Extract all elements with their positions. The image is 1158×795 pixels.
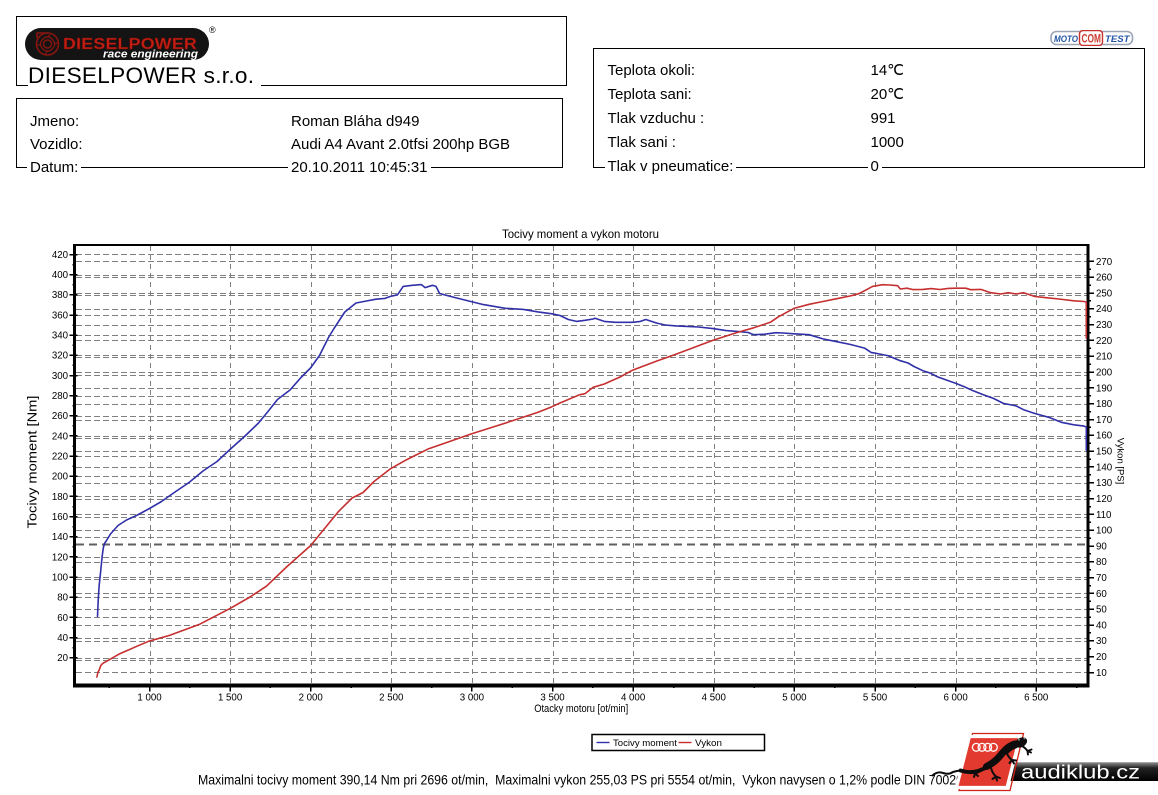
svg-text:60: 60 xyxy=(1096,589,1107,600)
svg-text:140: 140 xyxy=(1096,462,1113,473)
svg-text:160: 160 xyxy=(1096,431,1113,442)
svg-text:100: 100 xyxy=(52,573,69,584)
svg-text:200: 200 xyxy=(52,472,69,483)
svg-text:340: 340 xyxy=(52,331,69,342)
svg-text:Otacky motoru [ot/min]: Otacky motoru [ot/min] xyxy=(534,703,628,715)
svg-text:70: 70 xyxy=(1096,573,1107,584)
svg-text:COM: COM xyxy=(1082,33,1102,45)
svg-text:Tocivy moment [Nm]: Tocivy moment [Nm] xyxy=(25,396,40,529)
svg-text:320: 320 xyxy=(52,351,69,362)
svg-text:5 500: 5 500 xyxy=(863,693,888,704)
svg-text:120: 120 xyxy=(52,552,69,563)
svg-text:140: 140 xyxy=(52,532,69,543)
svg-text:MOTO: MOTO xyxy=(1054,34,1079,44)
svg-text:160: 160 xyxy=(52,512,69,523)
svg-text:180: 180 xyxy=(1096,399,1113,410)
svg-text:2 000: 2 000 xyxy=(299,693,324,704)
svg-text:220: 220 xyxy=(52,452,69,463)
svg-text:200: 200 xyxy=(1096,368,1113,379)
svg-text:400: 400 xyxy=(52,270,69,281)
svg-text:150: 150 xyxy=(1096,447,1113,458)
svg-text:420: 420 xyxy=(52,250,69,261)
svg-text:audiklub.cz: audiklub.cz xyxy=(1021,762,1140,783)
svg-text:race engineering: race engineering xyxy=(103,49,198,61)
svg-text:180: 180 xyxy=(52,492,69,503)
svg-text:Tocivy moment: Tocivy moment xyxy=(613,738,677,749)
svg-text:110: 110 xyxy=(1096,510,1112,521)
svg-text:1 000: 1 000 xyxy=(137,693,162,704)
svg-text:10: 10 xyxy=(1096,668,1107,679)
svg-text:120: 120 xyxy=(1096,494,1113,505)
svg-text:250: 250 xyxy=(1096,288,1113,299)
svg-text:40: 40 xyxy=(57,633,68,644)
svg-text:60: 60 xyxy=(57,613,68,624)
svg-text:5 000: 5 000 xyxy=(782,693,807,704)
svg-text:6 500: 6 500 xyxy=(1024,693,1049,704)
svg-text:270: 270 xyxy=(1096,257,1113,268)
svg-text:Vykon: Vykon xyxy=(695,738,722,749)
svg-text:4 500: 4 500 xyxy=(702,693,727,704)
svg-text:Vykon [PS]: Vykon [PS] xyxy=(1115,438,1126,485)
svg-text:280: 280 xyxy=(52,391,69,402)
svg-text:260: 260 xyxy=(1096,273,1113,284)
svg-text:40: 40 xyxy=(1096,620,1107,631)
svg-text:50: 50 xyxy=(1096,605,1107,616)
svg-text:3 500: 3 500 xyxy=(540,693,565,704)
svg-text:190: 190 xyxy=(1096,383,1113,394)
svg-text:230: 230 xyxy=(1096,320,1113,331)
svg-text:130: 130 xyxy=(1096,478,1113,489)
svg-text:1 500: 1 500 xyxy=(218,693,243,704)
svg-text:Maximalni tocivy moment 390,14: Maximalni tocivy moment 390,14 Nm pri 26… xyxy=(198,772,963,788)
svg-text:90: 90 xyxy=(1096,541,1107,552)
svg-text:100: 100 xyxy=(1096,526,1113,537)
svg-text:20: 20 xyxy=(57,653,68,664)
svg-text:TEST: TEST xyxy=(1105,34,1131,44)
svg-text:300: 300 xyxy=(52,371,69,382)
svg-text:2 500: 2 500 xyxy=(379,693,404,704)
svg-text:80: 80 xyxy=(57,593,68,604)
svg-text:240: 240 xyxy=(52,431,69,442)
svg-text:4 000: 4 000 xyxy=(621,693,646,704)
svg-text:80: 80 xyxy=(1096,557,1107,568)
svg-text:DIESELPOWER: DIESELPOWER xyxy=(63,36,197,53)
svg-text:210: 210 xyxy=(1096,352,1113,363)
svg-text:30: 30 xyxy=(1096,636,1107,647)
svg-text:170: 170 xyxy=(1096,415,1113,426)
svg-text:Tocivy moment a vykon motoru: Tocivy moment a vykon motoru xyxy=(502,227,659,241)
svg-text:220: 220 xyxy=(1096,336,1113,347)
svg-text:380: 380 xyxy=(52,290,69,301)
svg-text:3 000: 3 000 xyxy=(460,693,485,704)
svg-text:240: 240 xyxy=(1096,304,1113,315)
svg-text:260: 260 xyxy=(52,411,69,422)
svg-text:6 000: 6 000 xyxy=(943,693,968,704)
svg-text:360: 360 xyxy=(52,310,69,321)
svg-text:20: 20 xyxy=(1096,652,1107,663)
